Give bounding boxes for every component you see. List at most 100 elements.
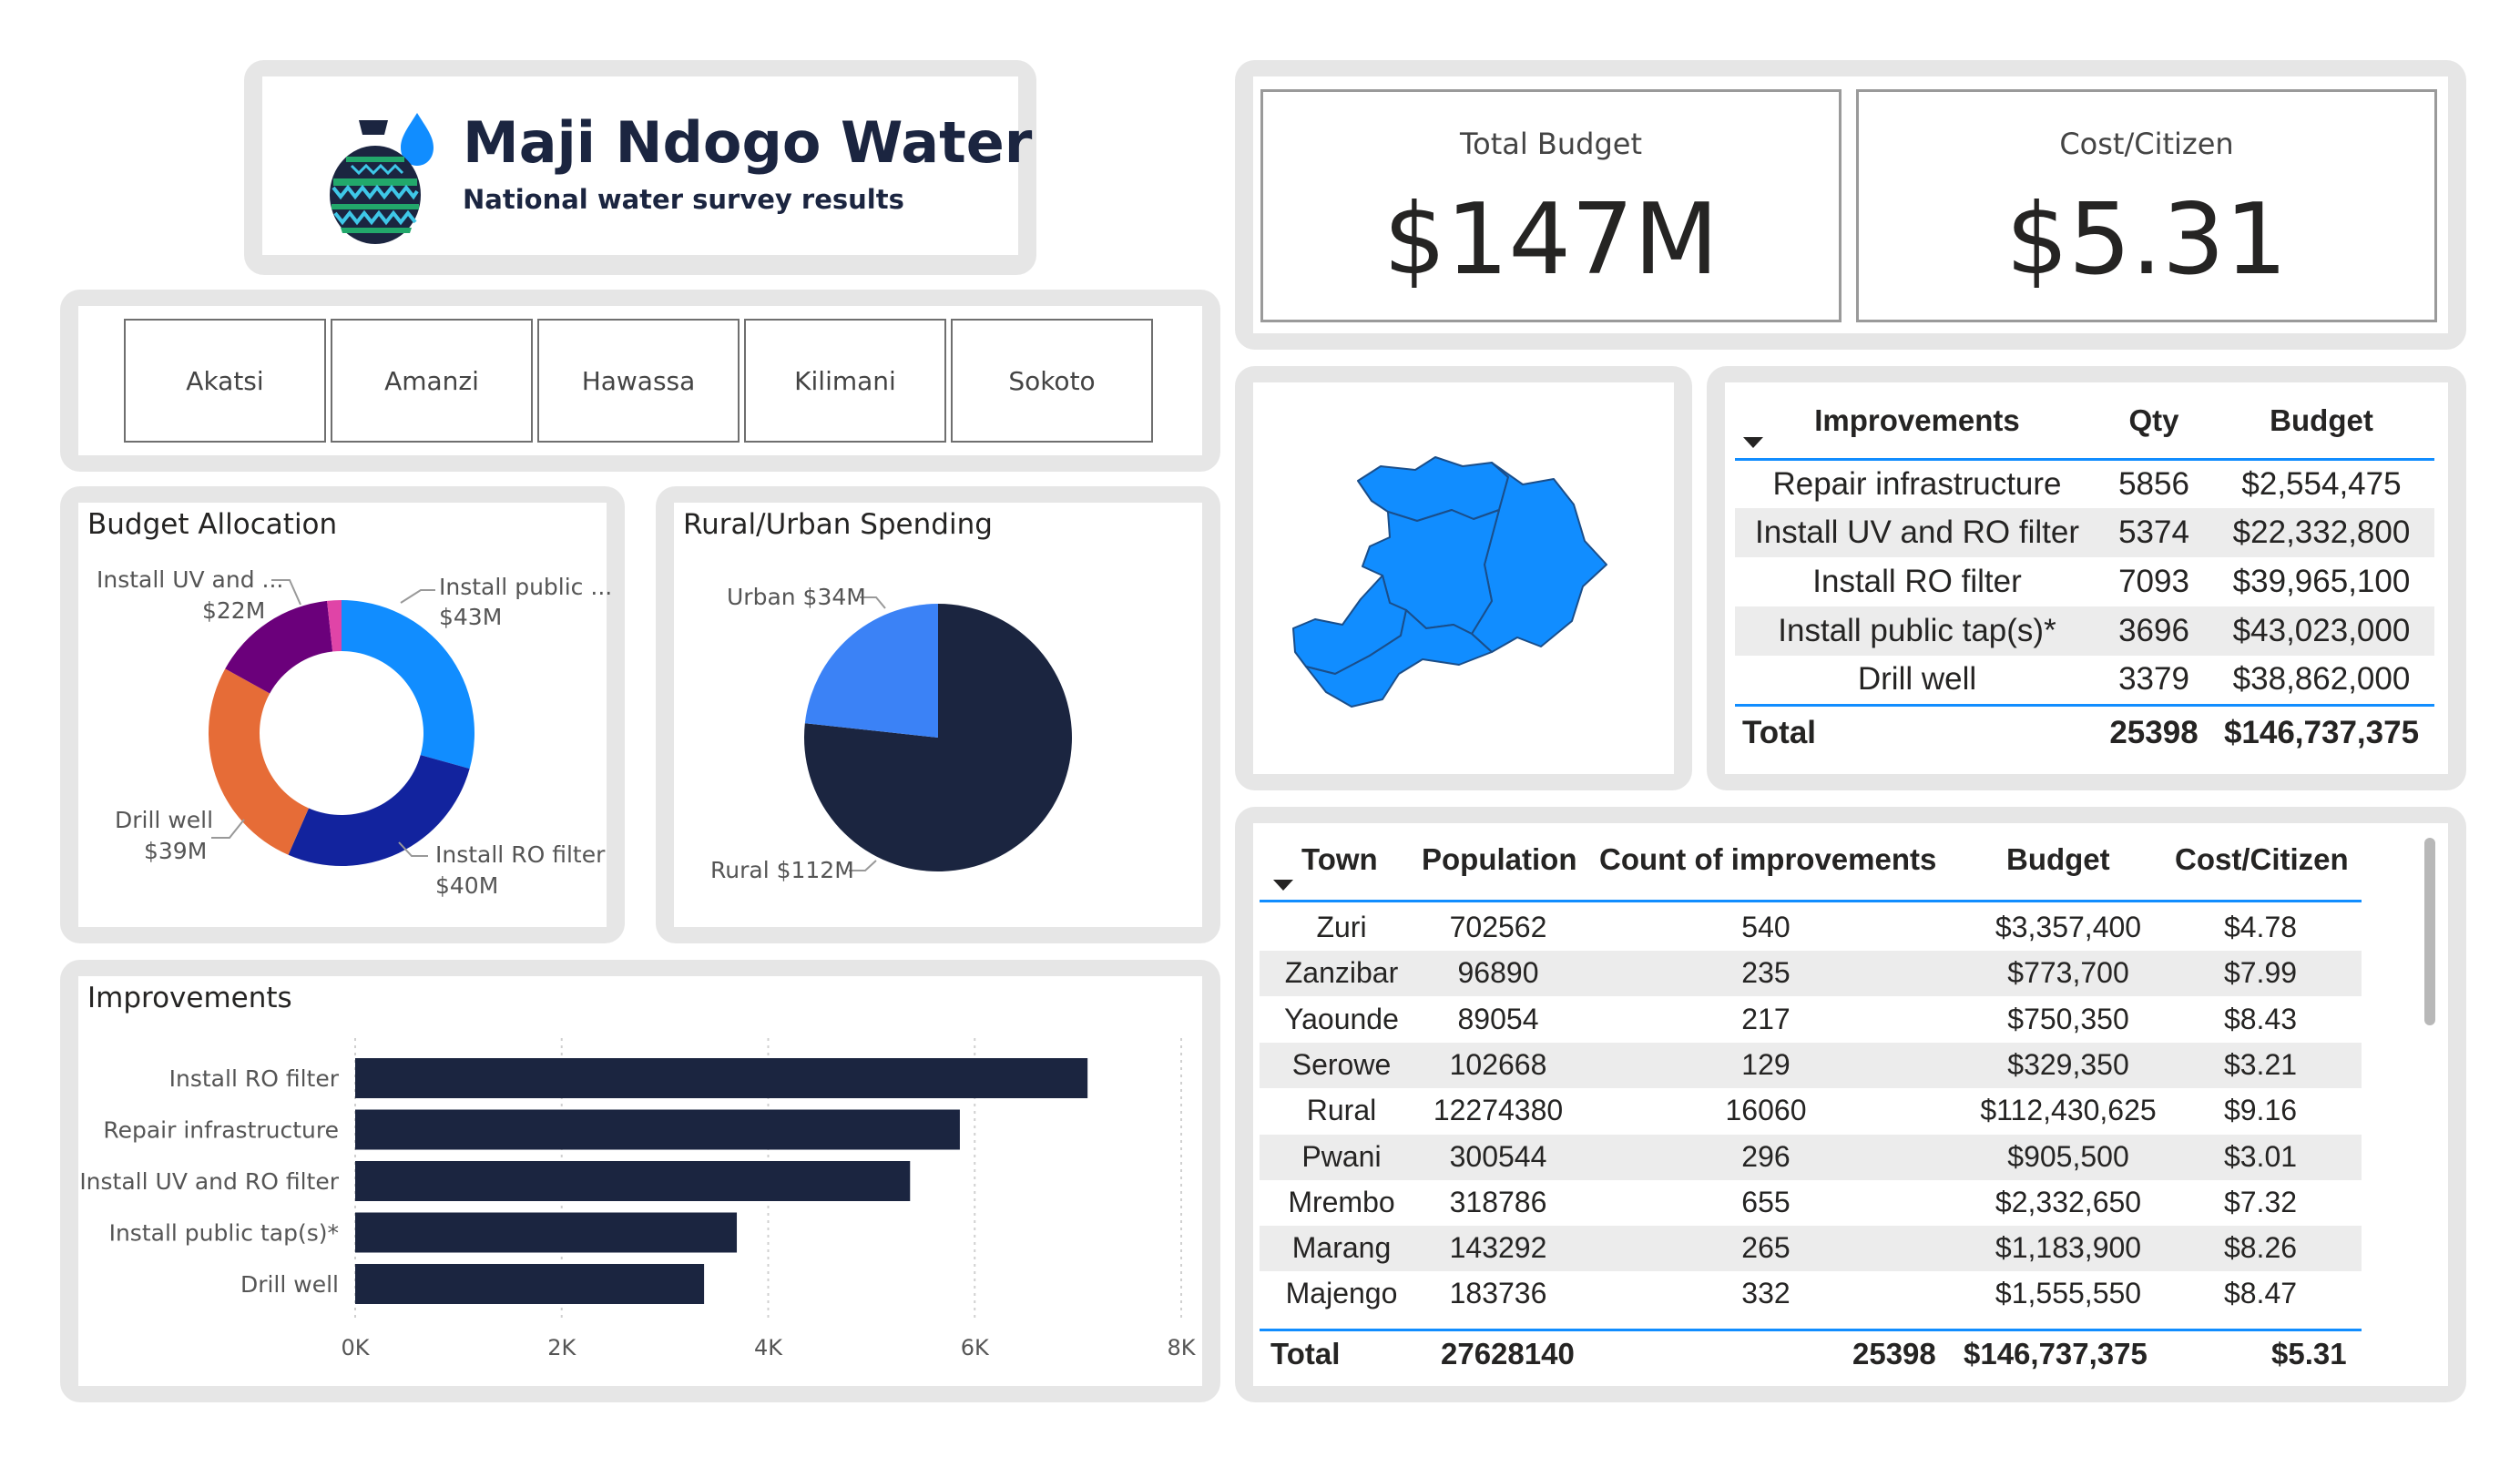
slicer-item-sokoto[interactable]: Sokoto (951, 319, 1153, 443)
budget-allocation-donut[interactable] (200, 592, 483, 874)
town-table-header: Town Population Count of improvements Bu… (1260, 833, 2362, 902)
town-cell-count: 655 (1741, 1185, 1791, 1218)
imp-col-budget[interactable]: Budget (2270, 403, 2373, 438)
imp-table-row[interactable]: Repair infrastructure 5856 $2,554,475 (1735, 459, 2434, 508)
town-table-row[interactable]: Rural 12274380 16060 $112,430,625 $9.16 (1260, 1088, 2362, 1134)
imp-total-label: Total (1742, 714, 1817, 750)
town-cell-population: 12274380 (1433, 1094, 1564, 1127)
bar-drill-well[interactable] (355, 1264, 705, 1304)
imp-cell-qty: 5856 (2118, 465, 2189, 502)
town-cell-cost: $9.16 (2223, 1094, 2298, 1127)
town-cell-cost: $7.32 (2223, 1185, 2298, 1218)
bar-install-uv-and-ro-filter[interactable] (355, 1161, 911, 1201)
imp-table-row[interactable]: Install UV and RO filter 5374 $22,332,800 (1735, 508, 2434, 557)
imp-cell-budget: $22,332,800 (2209, 508, 2434, 557)
town-col-cost[interactable]: Cost/Citizen (2175, 842, 2349, 876)
town-col-population[interactable]: Population (1422, 842, 1577, 876)
bar-install-public-tap-s[interactable] (355, 1212, 738, 1253)
slicer-item-hawassa[interactable]: Hawassa (537, 319, 740, 443)
total-budget-card[interactable]: Total Budget $147M (1260, 89, 1842, 322)
town-table-row[interactable]: Yaounde 89054 217 $750,350 $8.43 (1260, 997, 2362, 1043)
bar-install-ro-filter[interactable] (355, 1058, 1088, 1098)
donut-label-uv-value: $22M (202, 597, 266, 624)
town-table-row[interactable]: Marang 143292 265 $1,183,900 $8.26 (1260, 1226, 2362, 1272)
donut-label-ro-name: Install RO filter (435, 841, 606, 868)
donut-slice-install-uv-and-ro-filter[interactable] (225, 600, 333, 694)
imp-cell-name: Install RO filter (1812, 564, 2022, 599)
town-cell-count: 540 (1741, 911, 1791, 943)
town-col-town[interactable]: Town (1301, 842, 1378, 876)
sort-desc-icon[interactable] (1741, 435, 1765, 450)
map-region-south[interactable] (1305, 609, 1493, 708)
bar-category-label: Repair infrastructure (103, 1117, 339, 1144)
town-cell-budget: $750,350 (2007, 1002, 2129, 1035)
imp-cell-budget: $2,554,475 (2241, 465, 2402, 502)
donut-label-drill-name: Drill well (115, 807, 214, 833)
town-cell-cost: $8.26 (2223, 1231, 2298, 1265)
donut-slice-drill-well[interactable] (208, 668, 309, 855)
imp-table-row[interactable]: Drill well 3379 $38,862,000 (1735, 656, 2434, 705)
town-cell-cost: $7.99 (2223, 956, 2298, 990)
map-region-north[interactable] (1357, 456, 1509, 522)
town-table-row[interactable]: Zanzibar 96890 235 $773,700 $7.99 (1260, 951, 2362, 997)
donut-slice-repair-infrastructure[interactable] (327, 600, 342, 652)
town-cell-population: 143292 (1449, 1231, 1547, 1265)
imp-total-budget: $146,737,375 (2223, 714, 2420, 750)
town-table-card (1253, 823, 2448, 1386)
town-table-row[interactable]: Mrembo 318786 655 $2,332,650 $7.32 (1260, 1180, 2362, 1226)
slicer-item-kilimani[interactable]: Kilimani (744, 319, 946, 443)
town-table-scrollbar[interactable] (2424, 838, 2435, 1025)
donut-label-uv-name: Install UV and ... (97, 566, 284, 593)
bar-category-label: Drill well (240, 1271, 339, 1298)
cost-citizen-card[interactable]: Cost/Citizen $5.31 (1856, 89, 2437, 322)
sort-desc-icon[interactable] (1271, 878, 1295, 892)
donut-label-ro-value: $40M (435, 872, 499, 899)
town-table-row[interactable]: Serowe 102668 129 $329,350 $3.21 (1260, 1042, 2362, 1088)
town-table-row[interactable]: Zuri 702562 540 $3,357,400 $4.78 (1260, 905, 2362, 951)
donut-slice-install-public-tap-s[interactable] (342, 600, 474, 769)
town-cell-count: 265 (1741, 1231, 1791, 1265)
town-cell-population: 96890 (1457, 956, 1539, 990)
town-total-cost: $5.31 (2271, 1337, 2347, 1370)
town-cell-cost: $8.43 (2223, 1002, 2298, 1035)
town-cell-budget: $1,555,550 (1995, 1277, 2142, 1310)
town-cell-town: Serowe (1291, 1047, 1392, 1081)
bar-axis-tick: 6K (961, 1335, 990, 1360)
town-total-rule (1260, 1329, 2362, 1331)
pie-slice-urban[interactable] (804, 604, 938, 738)
town-cell-cost: $4.78 (2223, 911, 2298, 943)
imp-cell-qty: 3379 (2118, 661, 2189, 698)
imp-table-row[interactable]: Install RO filter 7093 $39,965,100 (1735, 557, 2434, 606)
bar-axis-tick: 4K (754, 1335, 783, 1360)
town-table-row[interactable]: Majengo 183736 332 $1,555,550 $8.47 (1260, 1271, 2362, 1317)
imp-cell-name: Drill well (1857, 661, 1977, 698)
imp-col-qty[interactable]: Qty (2128, 403, 2179, 438)
imp-total-qty: 25398 (2109, 714, 2199, 750)
town-cell-population: 318786 (1449, 1185, 1547, 1218)
town-cell-budget: $1,183,900 (1995, 1231, 2142, 1265)
slicer-item-amanzi[interactable]: Amanzi (331, 319, 533, 443)
town-table-row[interactable]: Pwani 300544 296 $905,500 $3.01 (1260, 1134, 2362, 1180)
slicer-item-akatsi[interactable]: Akatsi (124, 319, 326, 443)
rural-urban-pie[interactable] (801, 601, 1075, 874)
town-cell-town: Yaounde (1284, 1002, 1399, 1035)
bar-category-label: Install UV and RO filter (79, 1168, 339, 1195)
imp-col-improvements[interactable]: Improvements (1814, 403, 2020, 438)
donut-slice-install-ro-filter[interactable] (288, 755, 470, 866)
bar-axis-tick: 2K (547, 1335, 576, 1360)
imp-table-row[interactable]: Install public tap(s)* 3696 $43,023,000 (1735, 606, 2434, 656)
maji-ndogo-map[interactable] (1253, 382, 1674, 774)
app-subtitle: National water survey results (463, 184, 904, 215)
town-cell-town: Rural (1306, 1094, 1377, 1127)
town-col-count[interactable]: Count of improvements (1599, 842, 1937, 876)
imp-cell-budget: $38,862,000 (2232, 661, 2411, 698)
town-cell-count: 129 (1741, 1047, 1791, 1081)
town-cell-budget: $773,700 (2007, 956, 2129, 990)
town-col-budget[interactable]: Budget (2006, 842, 2110, 876)
bar-repair-infrastructure[interactable] (355, 1109, 960, 1150)
town-cell-town: Pwani (1301, 1139, 1382, 1173)
town-cell-count: 217 (1741, 1002, 1791, 1035)
town-cell-town: Marang (1291, 1231, 1392, 1265)
